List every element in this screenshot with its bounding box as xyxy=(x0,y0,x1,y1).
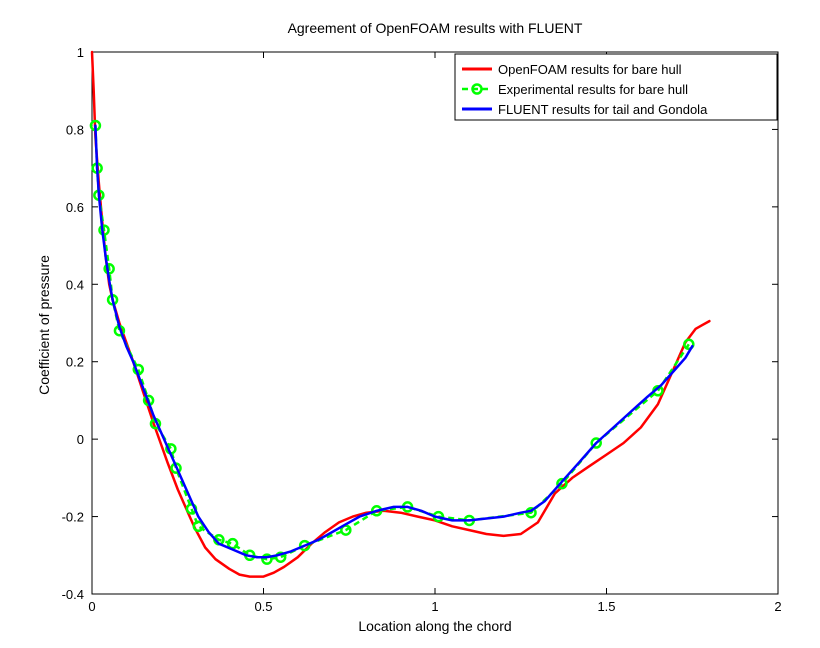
tick-marks xyxy=(91,51,779,595)
legend-label-openfoam: OpenFOAM results for bare hull xyxy=(498,62,682,77)
series-layer xyxy=(89,50,711,578)
series-line-fluent xyxy=(94,124,694,559)
x-tick-label: 0.5 xyxy=(254,599,272,614)
legend-box xyxy=(454,53,778,121)
x-tick-label: 2 xyxy=(774,599,781,614)
chart-title: Agreement of OpenFOAM results with FLUEN… xyxy=(288,20,583,36)
x-tick-label: 0 xyxy=(88,599,95,614)
y-tick-label: 1 xyxy=(77,45,84,60)
y-axis-label: Coefficient of pressure xyxy=(36,255,52,395)
legend-marker-experimental xyxy=(471,83,483,95)
y-tick-label: 0.6 xyxy=(66,200,84,215)
legend: OpenFOAM results for bare hull Experimen… xyxy=(454,53,778,121)
data-point-experimental xyxy=(590,437,602,449)
y-tick-label: 0.2 xyxy=(66,355,84,370)
y-tick-label: 0 xyxy=(77,432,84,447)
x-tick-labels: 0 0.5 1 1.5 2 xyxy=(88,599,781,614)
x-tick-label: 1.5 xyxy=(597,599,615,614)
legend-label-experimental: Experimental results for bare hull xyxy=(498,82,688,97)
y-tick-label: -0.2 xyxy=(62,510,84,525)
data-point-experimental xyxy=(192,520,205,532)
data-point-experimental xyxy=(683,338,695,351)
y-tick-label: 0.8 xyxy=(66,122,84,137)
y-tick-label: -0.4 xyxy=(62,587,84,602)
y-tick-labels: -0.4 -0.2 0 0.2 0.4 0.6 0.8 1 xyxy=(62,45,84,602)
data-point-experimental xyxy=(261,553,273,565)
data-point-experimental xyxy=(274,551,287,563)
y-tick-label: 0.4 xyxy=(66,277,84,292)
data-point-experimental xyxy=(556,477,568,490)
legend-label-fluent: FLUENT results for tail and Gondola xyxy=(498,102,708,117)
x-tick-label: 1 xyxy=(431,599,438,614)
x-axis-label: Location along the chord xyxy=(358,618,511,634)
data-point-experimental xyxy=(298,539,311,552)
plot-area: 0 0.5 1 1.5 2 -0.4 -0.2 0 0.2 0.4 0.6 0.8 1 xyxy=(62,45,782,614)
